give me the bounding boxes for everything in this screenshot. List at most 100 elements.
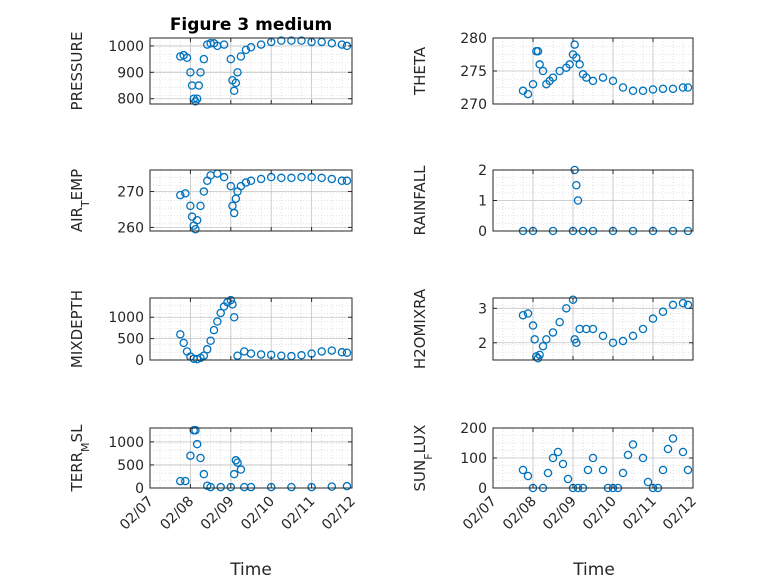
data-point	[342, 176, 352, 186]
data-point	[538, 66, 548, 76]
data-point	[246, 482, 256, 492]
data-point	[206, 482, 215, 492]
data-point	[186, 68, 195, 77]
x-tick-label: 02/08	[157, 494, 197, 534]
data-point	[638, 453, 648, 463]
data-point	[277, 173, 286, 183]
y-tick-label: 500	[117, 458, 144, 474]
data-point	[542, 335, 551, 344]
data-point	[553, 447, 563, 457]
y-tick-label: 280	[460, 31, 487, 47]
y-axis-label: H2OMIXRA	[411, 288, 429, 369]
x-tick-label: 02/08	[500, 494, 540, 534]
data-point	[307, 482, 316, 492]
data-point	[256, 40, 266, 49]
data-point	[638, 86, 648, 96]
x-axis-label-right: Time	[572, 560, 615, 580]
y-axis-label: MIXDEPTH	[68, 290, 86, 368]
data-point	[572, 338, 581, 348]
data-point	[582, 73, 591, 82]
data-point	[277, 36, 286, 45]
data-point	[327, 482, 337, 491]
y-axis-label: AIRTEMP	[68, 169, 92, 232]
data-point	[199, 469, 209, 479]
data-point	[678, 83, 688, 92]
data-point	[196, 68, 205, 77]
subplot-5: 0 500 1000 MIXDEPTH	[68, 290, 353, 369]
data-point	[229, 86, 239, 96]
data-point	[233, 68, 242, 77]
x-tick-label: 02/10	[238, 494, 278, 534]
data-point	[618, 83, 628, 92]
data-point	[202, 345, 212, 354]
y-tick-label: 500	[117, 332, 144, 348]
data-point	[668, 300, 678, 310]
y-tick-label: 270	[117, 185, 144, 201]
data-point	[538, 341, 548, 351]
data-point	[176, 476, 185, 486]
y-tick-label: 1000	[108, 435, 144, 451]
y-tick-label: 275	[460, 64, 487, 80]
data-point	[317, 173, 326, 183]
data-point	[226, 482, 236, 492]
data-point	[575, 60, 584, 69]
data-point	[583, 465, 593, 475]
x-axis-label-left: Time	[229, 560, 272, 580]
data-point	[337, 176, 347, 186]
data-point	[192, 94, 202, 103]
data-point	[297, 172, 306, 182]
data-point	[528, 79, 538, 89]
data-point	[246, 349, 256, 358]
data-point	[598, 73, 608, 82]
data-point	[196, 453, 205, 463]
y-tick-label: 800	[117, 92, 144, 108]
data-point	[219, 172, 229, 182]
data-point	[683, 300, 693, 310]
data-point	[563, 474, 573, 484]
data-point	[216, 308, 225, 318]
data-point	[638, 324, 648, 334]
x-tick-label: 02/07	[117, 494, 157, 534]
data-point	[297, 351, 306, 360]
axes-box	[149, 427, 353, 489]
data-point	[186, 451, 195, 460]
data-point	[678, 447, 688, 457]
y-tick-label: 1	[478, 194, 487, 210]
data-point	[233, 458, 242, 467]
data-point	[179, 338, 188, 348]
y-axis-label: TERRMSL	[68, 424, 92, 493]
data-point	[229, 469, 239, 479]
y-axis-label: SUNFLUX	[411, 425, 435, 492]
data-point	[228, 300, 237, 309]
y-axis-label: RAINFALL	[411, 165, 429, 236]
data-point	[618, 468, 628, 478]
data-point	[683, 83, 693, 92]
x-tick-label: 02/12	[660, 494, 700, 534]
data-point	[241, 178, 251, 187]
data-point	[608, 76, 618, 86]
data-point	[518, 310, 528, 320]
subplot-8: 0 100 200 SUNFLUX 02/07 02/08 02/09 02/10 02/11 0…	[411, 421, 700, 533]
y-axis-label: PRESSURE	[68, 32, 86, 111]
data-point	[628, 86, 638, 96]
data-point	[186, 201, 195, 211]
data-point	[608, 338, 618, 348]
data-point	[246, 42, 256, 52]
x-tick-label: 02/09	[540, 494, 580, 534]
data-point	[176, 190, 185, 200]
data-point	[555, 317, 564, 327]
subplot-7: 0 500 1000 TERRMSL 02/07 02/08 02/09 02/10 02/11…	[68, 424, 359, 533]
data-point	[229, 312, 239, 322]
data-point	[233, 351, 242, 360]
data-point	[558, 459, 568, 469]
y-tick-label: 900	[117, 65, 144, 81]
data-point	[658, 84, 668, 94]
data-point	[241, 45, 251, 55]
data-point	[598, 465, 608, 475]
x-tick-label: 02/07	[460, 494, 500, 534]
x-tick-label: 02/11	[620, 494, 660, 534]
data-point	[226, 181, 236, 191]
data-point	[623, 450, 633, 460]
data-point	[327, 346, 337, 355]
data-point	[219, 40, 229, 49]
